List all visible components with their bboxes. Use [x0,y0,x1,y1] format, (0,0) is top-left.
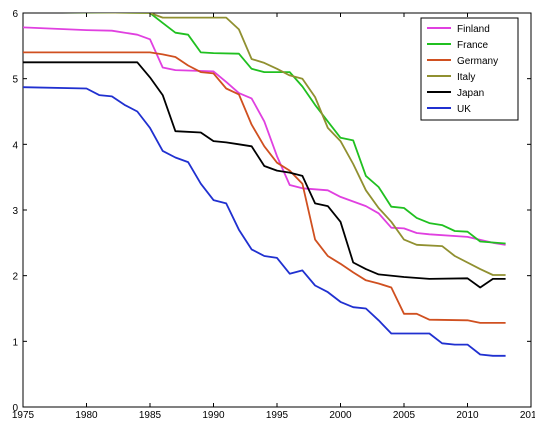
series-line-japan [23,61,506,289]
series-line-uk [23,86,506,357]
x-tick-label: 1980 [75,410,98,421]
x-tick-label: 1985 [139,410,162,421]
y-tick-label: 5 [12,75,18,86]
legend-label-finland: Finland [457,24,490,35]
legend-label-germany: Germany [457,56,498,67]
y-tick-label: 4 [12,140,18,151]
y-tick-label: 0 [12,403,18,414]
legend-label-france: France [457,40,489,51]
legend-box [420,17,519,121]
y-tick-label: 6 [12,9,18,20]
x-tick-label: 2010 [456,410,479,421]
x-tick-label: 1975 [12,410,35,421]
legend-label-uk: UK [457,104,471,115]
x-tick-label: 1990 [202,410,225,421]
y-tick-label: 2 [12,272,18,283]
series-line-france [62,13,506,245]
series-line-germany [23,51,506,324]
x-tick-label: 1995 [266,410,289,421]
x-tick-label: 2015 [520,410,535,421]
y-tick-label: 3 [12,206,18,217]
axes: 1975 1980 1985 1990 1995 2000 2005 2010 2015 0 1 2 3… [12,9,535,421]
x-tick-label: 2005 [393,410,416,421]
legend: Finland France Germany Italy Japan UK [420,17,519,121]
x-tick-label: 2000 [329,410,352,421]
y-tick-label: 1 [12,337,18,348]
series-lines [23,13,506,357]
series-line-italy [62,13,506,276]
legend-label-italy: Italy [457,72,475,83]
series-line-finland [23,26,506,246]
legend-label-japan: Japan [457,88,484,99]
